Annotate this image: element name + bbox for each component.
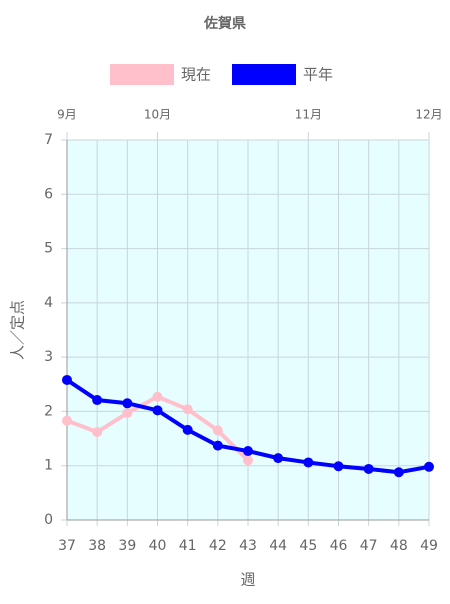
- data-point: [182, 424, 193, 435]
- x2-tick-label: 10月: [144, 108, 171, 122]
- x-tick-label: 41: [179, 538, 197, 554]
- data-point: [152, 391, 163, 402]
- y-tick-label: 7: [44, 132, 53, 148]
- y-tick-label: 4: [44, 295, 53, 311]
- data-point: [424, 461, 434, 472]
- y-tick-label: 3: [44, 349, 53, 365]
- y-tick-label: 2: [44, 403, 53, 419]
- x-tick-label: 46: [330, 538, 348, 554]
- x2-tick-label: 12月: [415, 108, 442, 122]
- x-tick-label: 47: [360, 538, 378, 554]
- x-tick-label: 48: [390, 538, 408, 554]
- data-point: [303, 457, 314, 468]
- data-point: [243, 446, 253, 457]
- data-point: [92, 395, 103, 406]
- x-tick-label: 38: [88, 538, 106, 554]
- x-tick-label: 39: [118, 538, 136, 554]
- data-point: [122, 408, 133, 419]
- data-point: [62, 415, 72, 426]
- y-tick-label: 1: [44, 458, 53, 474]
- data-point: [182, 404, 193, 415]
- x-tick-label: 40: [149, 538, 167, 554]
- data-point: [122, 398, 133, 409]
- legend-swatch: [110, 64, 174, 85]
- data-point: [92, 427, 103, 438]
- data-point: [273, 453, 284, 464]
- x-tick-label: 49: [420, 538, 438, 554]
- legend-label: 現在: [181, 66, 211, 84]
- y-tick-label: 0: [44, 512, 53, 528]
- x2-tick-label: 9月: [57, 108, 77, 122]
- chart-title: 佐賀県: [203, 15, 246, 32]
- x-tick-label: 44: [269, 538, 287, 554]
- x-tick-label: 42: [209, 538, 227, 554]
- x2-tick-label: 11月: [295, 108, 322, 122]
- x-tick-label: 43: [239, 538, 257, 554]
- legend-label: 平年: [303, 66, 333, 84]
- y-tick-label: 5: [44, 241, 53, 257]
- data-point: [243, 455, 253, 466]
- x-tick-label: 37: [58, 538, 76, 554]
- legend-swatch: [232, 64, 296, 85]
- data-point: [212, 425, 223, 436]
- data-point: [333, 461, 344, 472]
- data-point: [212, 440, 223, 451]
- y-axis-label: 人／定点: [9, 300, 27, 360]
- data-point: [393, 467, 404, 478]
- x-tick-label: 45: [299, 538, 317, 554]
- y-tick-label: 6: [44, 186, 53, 202]
- data-point: [62, 374, 72, 385]
- data-point: [363, 463, 374, 474]
- x-axis-label: 週: [240, 571, 255, 589]
- data-point: [152, 405, 163, 416]
